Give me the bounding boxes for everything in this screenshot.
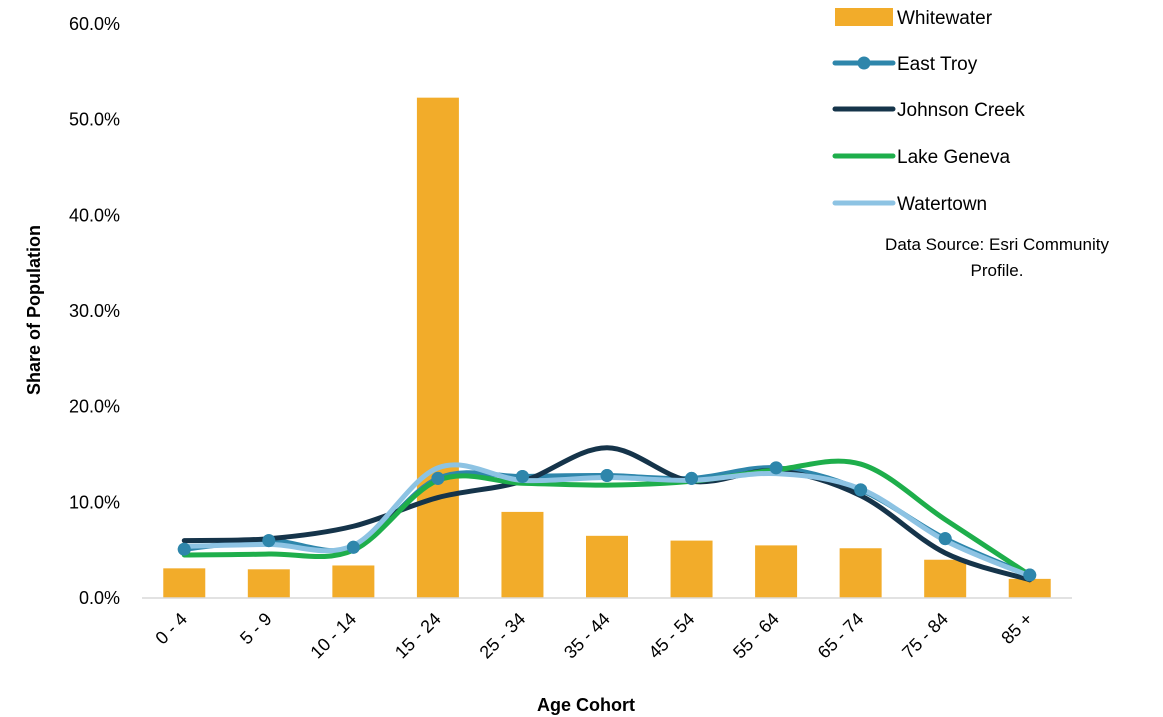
data-source-line-1: Data Source: Esri Community [885,235,1109,254]
legend-marker-east-troy [857,56,871,70]
bar-whitewater-0-4 [163,568,206,598]
legend-label-east-troy: East Troy [897,54,978,75]
legend-label-lake-geneva: Lake Geneva [897,147,1010,168]
x-axis-tick-labels: 0 - 4 5 - 9 10 - 14 15 - 24 25 - 34 35 - 44 45… [151,609,1036,663]
x-tick-label-55-64: 55 - 64 [729,609,783,663]
x-tick-label-65-74: 65 - 74 [814,609,868,663]
line-lake-geneva [181,458,1033,578]
x-tick-label-25-34: 25 - 34 [476,609,530,663]
bar-series-whitewater [163,97,1051,598]
x-tick-label-85: 85 + [997,609,1036,648]
bar-whitewater-15-24 [416,97,459,598]
data-source-note: Data Source: Esri Community Profile. [885,235,1109,280]
legend-item-johnson-creek: Johnson Creek [832,100,1025,121]
y-tick-label-40: 40.0% [69,205,120,225]
y-tick-label-60: 60.0% [69,14,120,34]
bar-whitewater-35-44 [586,535,628,598]
point-top-east-troy-5-9 [262,534,276,548]
point-top-east-troy-15-24 [431,471,445,485]
point-top-east-troy-25-34 [515,470,529,484]
y-tick-label-30: 30.0% [69,301,120,321]
bar-whitewater-25-34 [501,511,544,598]
point-top-east-troy-45-54 [685,471,699,485]
x-tick-label-10-14: 10 - 14 [306,609,360,663]
x-axis-title: Age Cohort [537,695,635,715]
y-tick-label-50: 50.0% [69,110,120,130]
point-top-east-troy-75-84 [938,532,952,546]
bar-whitewater-55-64 [755,545,798,598]
x-tick-label-35-44: 35 - 44 [560,609,614,663]
legend-item-lake-geneva: Lake Geneva [832,147,1010,168]
legend-label-johnson-creek: Johnson Creek [897,100,1025,121]
legend-label-watertown: Watertown [897,194,987,215]
bar-whitewater-85 [1008,578,1051,598]
point-top-east-troy-55-64 [769,461,783,475]
y-tick-label-10: 10.0% [69,492,120,512]
point-top-east-troy-35-44 [600,469,614,483]
x-tick-label-0-4: 0 - 4 [151,609,191,649]
y-axis-tick-labels: 0.0% 10.0% 20.0% 30.0% 40.0% 50.0% 60.0% [69,14,120,608]
bar-whitewater-75-84 [924,559,967,598]
bar-whitewater-45-54 [670,540,713,598]
point-top-east-troy-65-74 [854,483,868,497]
legend-item-whitewater: Whitewater [835,8,993,29]
line-series-group [177,445,1037,583]
bar-whitewater-5-9 [247,569,290,598]
legend-item-watertown: Watertown [832,194,987,215]
legend-swatch-whitewater [835,8,893,26]
x-tick-label-15-24: 15 - 24 [391,609,445,663]
data-source-line-2: Profile. [971,261,1024,280]
point-top-east-troy-0-4 [177,542,191,556]
bar-whitewater-10-14 [332,565,375,598]
x-tick-label-5-9: 5 - 9 [236,609,276,649]
line-johnson-creek [181,445,1033,583]
y-tick-label-0: 0.0% [79,588,120,608]
x-tick-label-75-84: 75 - 84 [898,609,952,663]
x-tick-label-45-54: 45 - 54 [645,609,699,663]
legend-item-east-troy: East Troy [832,54,978,75]
point-top-east-troy-85 [1023,568,1037,582]
point-top-east-troy-10-14 [346,540,360,554]
legend: Whitewater East Troy Johnson Creek Lake Gen… [832,8,1025,215]
y-tick-label-20: 20.0% [69,397,120,417]
y-axis-title: Share of Population [24,225,44,395]
legend-label-whitewater: Whitewater [897,8,993,29]
bar-whitewater-65-74 [839,548,882,598]
